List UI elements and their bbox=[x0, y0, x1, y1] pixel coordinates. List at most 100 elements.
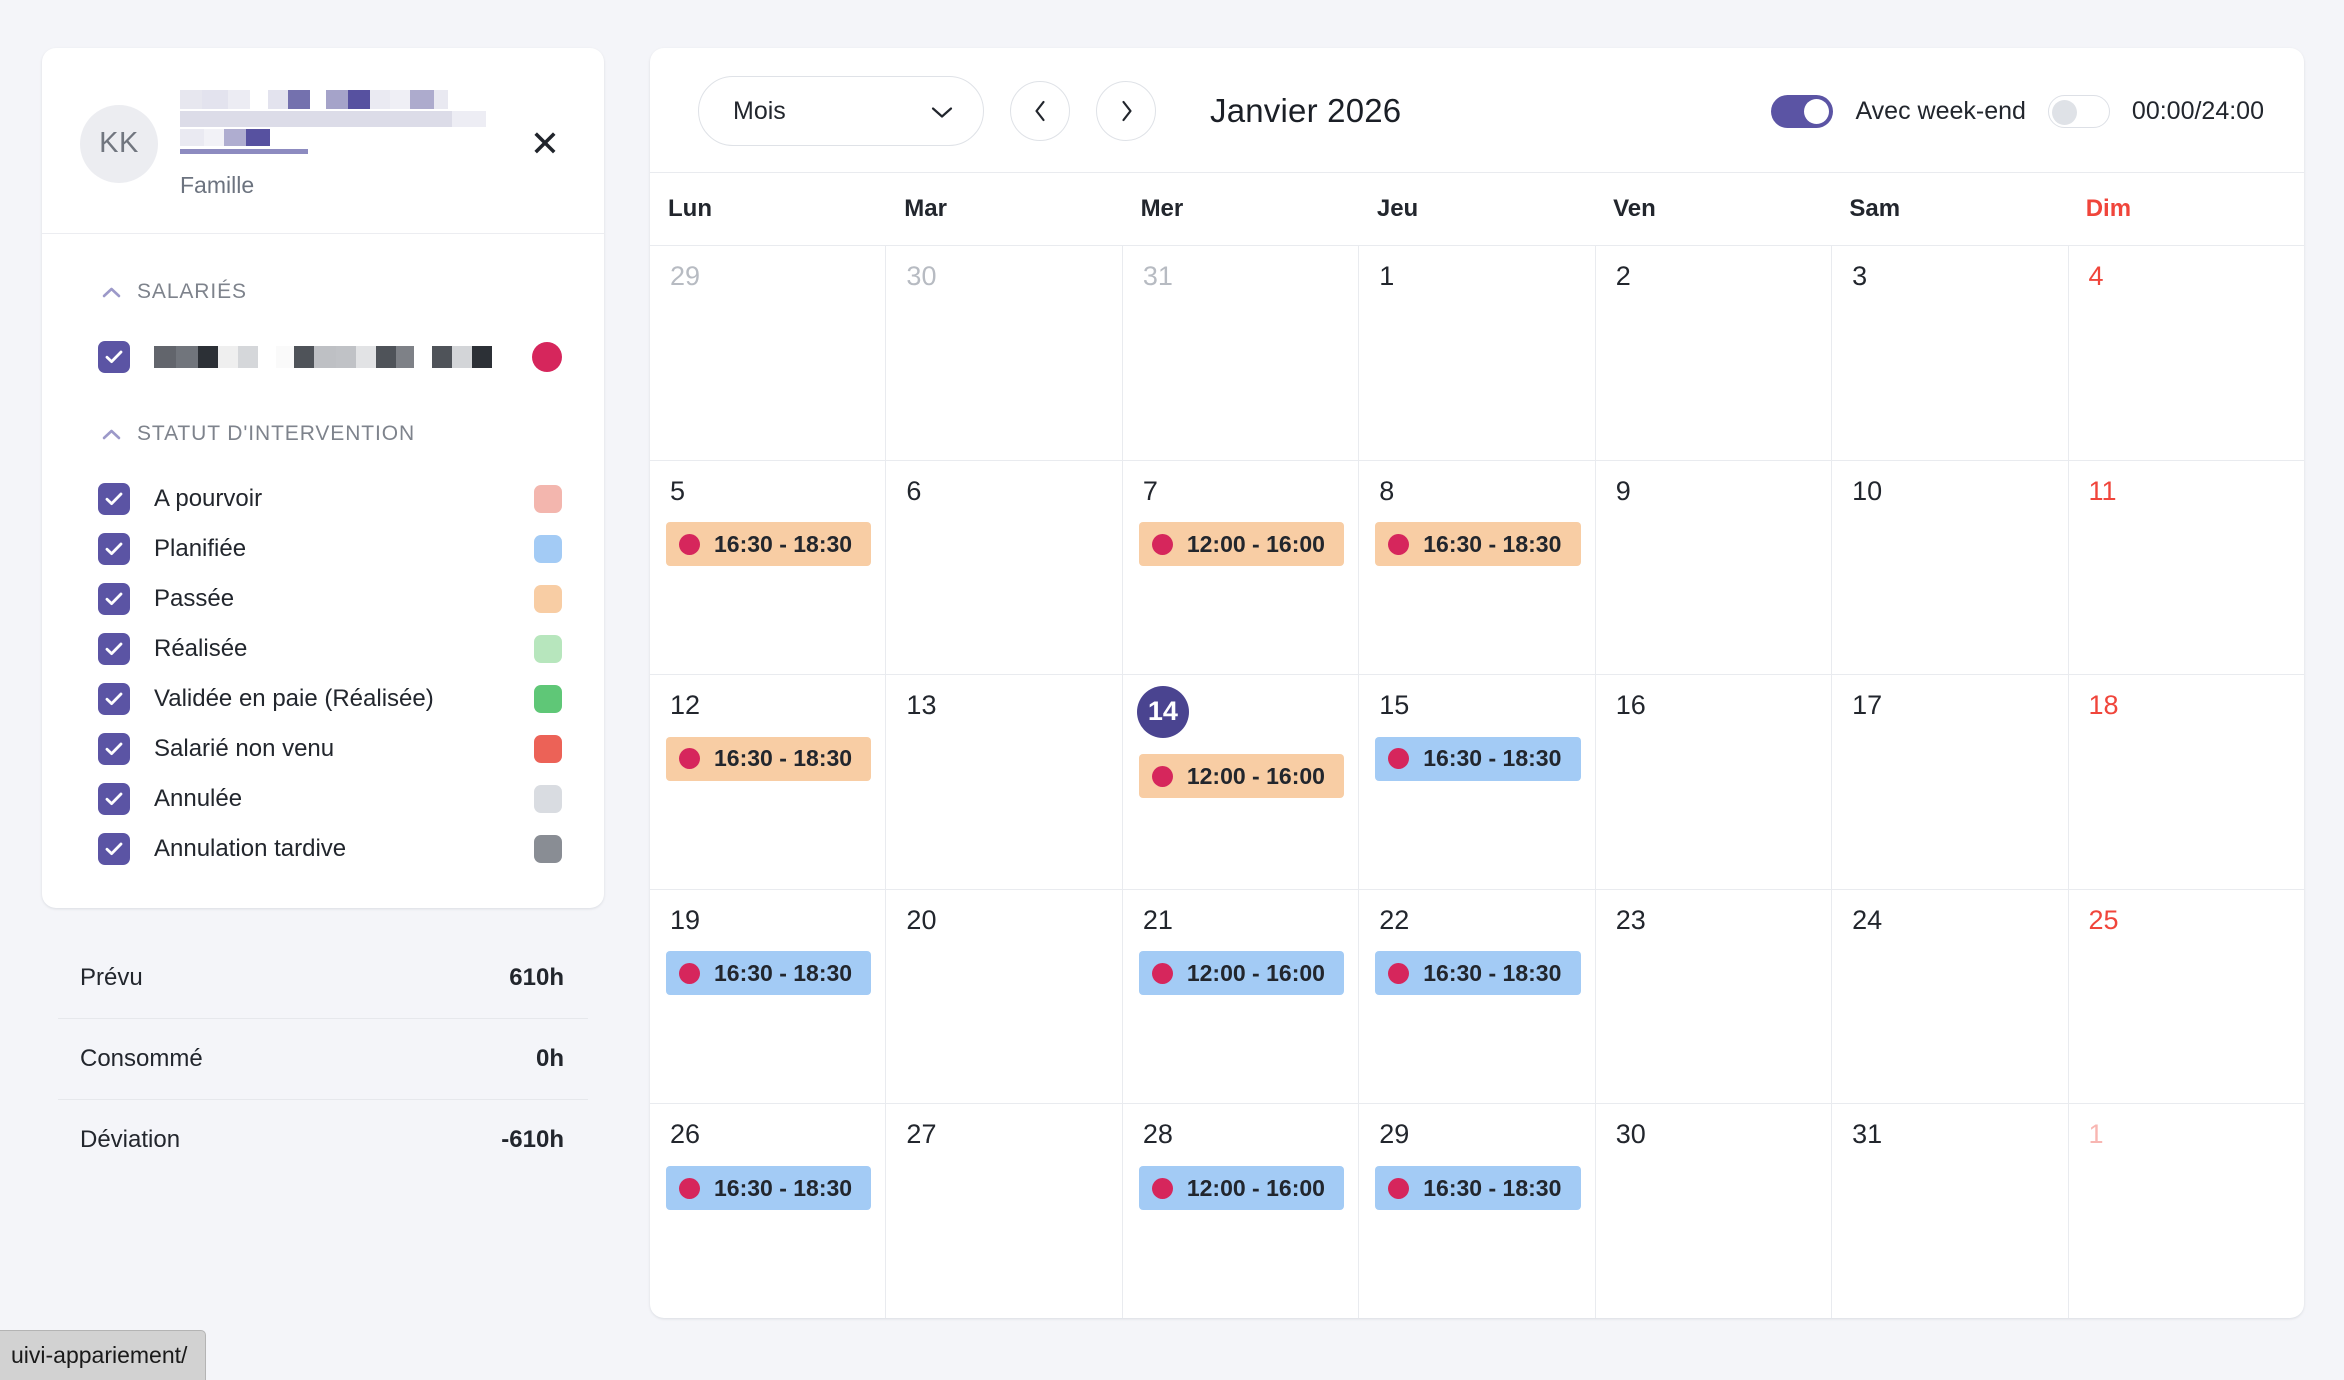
calendar-day-cell[interactable]: 16 bbox=[1596, 675, 1833, 889]
event-color-dot bbox=[1388, 748, 1410, 770]
status-filter-row[interactable]: Annulée bbox=[76, 774, 570, 824]
calendar-day-cell[interactable]: 21 12:00 - 16:00 bbox=[1123, 889, 1360, 1104]
event-time: 16:30 - 18:30 bbox=[714, 530, 853, 557]
checkbox-checked-icon[interactable] bbox=[98, 783, 130, 815]
checkbox-checked-icon[interactable] bbox=[98, 683, 130, 715]
calendar-event[interactable]: 16:30 - 18:30 bbox=[666, 522, 872, 567]
calendar-day-cell[interactable]: 13 bbox=[886, 675, 1123, 889]
prev-month-button[interactable] bbox=[1010, 81, 1070, 141]
toggle-fullday[interactable] bbox=[2047, 94, 2110, 128]
calendar-day-cell[interactable]: 29 16:30 - 18:30 bbox=[1359, 1104, 1596, 1318]
day-number: 29 bbox=[1379, 1119, 1410, 1150]
day-header-mer: Mer bbox=[1140, 195, 1184, 222]
calendar-event[interactable]: 12:00 - 16:00 bbox=[1138, 754, 1345, 799]
calendar-week-row: 12 16:30 - 18:30 13 14 12:00 - 16:00 15 16:30 … bbox=[650, 675, 2304, 890]
total-row: Déviation -610h bbox=[58, 1099, 588, 1180]
calendar-day-cell[interactable]: 19 16:30 - 18:30 bbox=[650, 889, 887, 1104]
day-header-mar: Mar bbox=[904, 195, 947, 222]
calendar-event[interactable]: 16:30 - 18:30 bbox=[666, 736, 872, 781]
total-label: Prévu bbox=[80, 964, 143, 991]
calendar-day-cell[interactable]: 5 16:30 - 18:30 bbox=[650, 460, 887, 675]
status-filter-row[interactable]: Annulation tardive bbox=[76, 824, 570, 874]
calendar-day-cell[interactable]: 3 bbox=[1832, 246, 2069, 460]
next-month-button[interactable] bbox=[1096, 81, 1156, 141]
status-filter-row[interactable]: Validée en paie (Réalisée) bbox=[76, 674, 570, 724]
event-time: 16:30 - 18:30 bbox=[1423, 1174, 1562, 1201]
employee-filter-row[interactable] bbox=[76, 332, 570, 382]
calendar-day-cell[interactable]: 24 bbox=[1832, 889, 2069, 1104]
event-time: 16:30 - 18:30 bbox=[714, 1174, 853, 1201]
calendar-day-cell[interactable]: 23 bbox=[1596, 889, 1833, 1104]
day-number: 28 bbox=[1142, 1119, 1173, 1150]
status-filter-row[interactable]: Salarié non venu bbox=[76, 724, 570, 774]
calendar-day-cell[interactable]: 2 bbox=[1596, 246, 1833, 460]
calendar-day-cell[interactable]: 10 bbox=[1832, 460, 2069, 675]
calendar-week-row: 19 16:30 - 18:30 20 21 12:00 - 16:00 22 16:30 … bbox=[650, 889, 2304, 1105]
calendar-day-cell[interactable]: 18 bbox=[2069, 675, 2304, 889]
calendar-day-cell[interactable]: 31 bbox=[1832, 1104, 2069, 1318]
checkbox-checked-icon[interactable] bbox=[98, 341, 130, 373]
day-number: 8 bbox=[1379, 475, 1395, 506]
calendar-day-cell[interactable]: 8 16:30 - 18:30 bbox=[1359, 460, 1596, 675]
event-color-dot bbox=[1388, 1177, 1410, 1199]
section-header-salaries[interactable]: SALARIÉS bbox=[76, 274, 570, 310]
day-number: 23 bbox=[1615, 904, 1646, 935]
calendar-day-cell[interactable]: 22 16:30 - 18:30 bbox=[1359, 889, 1596, 1104]
calendar-week-row: 29 30 31 1 2 3 4 bbox=[650, 246, 2304, 461]
calendar-day-cell[interactable]: 20 bbox=[886, 889, 1123, 1104]
calendar-day-cell[interactable]: 17 bbox=[1832, 675, 2069, 889]
day-number: 19 bbox=[670, 904, 701, 935]
day-number: 30 bbox=[1615, 1119, 1646, 1150]
checkbox-checked-icon[interactable] bbox=[98, 483, 130, 515]
calendar-day-cell[interactable]: 7 12:00 - 16:00 bbox=[1123, 460, 1360, 675]
calendar-day-cell[interactable]: 30 bbox=[1596, 1104, 1833, 1318]
calendar-event[interactable]: 12:00 - 16:00 bbox=[1138, 1166, 1345, 1211]
day-number: 24 bbox=[1852, 904, 1883, 935]
toggle-weekend[interactable] bbox=[1771, 94, 1834, 128]
calendar-event[interactable]: 16:30 - 18:30 bbox=[1375, 522, 1581, 567]
status-filter-row[interactable]: Passée bbox=[76, 574, 570, 624]
calendar-day-cell[interactable]: 11 bbox=[2069, 461, 2304, 675]
total-value: -610h bbox=[501, 1126, 564, 1153]
calendar-day-cell[interactable]: 31 bbox=[1123, 246, 1360, 460]
day-number: 6 bbox=[906, 475, 922, 506]
calendar-day-cell[interactable]: 1 bbox=[1359, 246, 1596, 460]
calendar-event[interactable]: 12:00 - 16:00 bbox=[1138, 522, 1345, 567]
toggle-weekend-label: Avec week-end bbox=[1855, 96, 2026, 125]
checkbox-checked-icon[interactable] bbox=[98, 583, 130, 615]
calendar-event[interactable]: 16:30 - 18:30 bbox=[666, 951, 872, 996]
checkbox-checked-icon[interactable] bbox=[98, 833, 130, 865]
status-filter-row[interactable]: Planifiée bbox=[76, 524, 570, 574]
calendar-event[interactable]: 16:30 - 18:30 bbox=[1375, 951, 1581, 996]
calendar-day-cell[interactable]: 9 bbox=[1596, 460, 1833, 675]
sidebar: KK bbox=[42, 48, 604, 1380]
calendar-day-cell[interactable]: 6 bbox=[886, 460, 1123, 675]
calendar-day-cell[interactable]: 4 bbox=[2069, 246, 2304, 460]
checkbox-checked-icon[interactable] bbox=[98, 533, 130, 565]
calendar-day-cell[interactable]: 14 12:00 - 16:00 bbox=[1123, 675, 1360, 889]
calendar-day-cell[interactable]: 15 16:30 - 18:30 bbox=[1359, 675, 1596, 889]
checkbox-checked-icon[interactable] bbox=[98, 733, 130, 765]
calendar-day-cell[interactable]: 27 bbox=[886, 1104, 1123, 1318]
redacted-name[interactable] bbox=[180, 90, 486, 154]
close-icon[interactable]: ✕ bbox=[529, 122, 560, 164]
calendar-event[interactable]: 16:30 - 18:30 bbox=[666, 1166, 872, 1211]
calendar-day-cell[interactable]: 26 16:30 - 18:30 bbox=[650, 1104, 887, 1318]
calendar-day-cell[interactable]: 25 bbox=[2069, 890, 2304, 1104]
calendar-event[interactable]: 12:00 - 16:00 bbox=[1138, 951, 1345, 996]
calendar-day-cell[interactable]: 30 bbox=[886, 246, 1123, 460]
section-header-statut[interactable]: STATUT D'INTERVENTION bbox=[76, 416, 570, 452]
calendar-day-cell[interactable]: 29 bbox=[650, 246, 887, 460]
checkbox-checked-icon[interactable] bbox=[98, 633, 130, 665]
profile-header: KK bbox=[42, 48, 604, 233]
calendar-day-cell[interactable]: 1 bbox=[2069, 1104, 2304, 1318]
day-number: 1 bbox=[1379, 261, 1395, 291]
calendar-event[interactable]: 16:30 - 18:30 bbox=[1375, 1166, 1581, 1211]
calendar-day-cell[interactable]: 12 16:30 - 18:30 bbox=[650, 675, 887, 889]
status-filter-row[interactable]: A pourvoir bbox=[76, 474, 570, 524]
event-color-dot bbox=[679, 1177, 700, 1199]
calendar-day-cell[interactable]: 28 12:00 - 16:00 bbox=[1123, 1104, 1360, 1318]
view-select[interactable]: Mois bbox=[698, 76, 984, 146]
status-filter-row[interactable]: Réalisée bbox=[76, 624, 570, 674]
calendar-event[interactable]: 16:30 - 18:30 bbox=[1375, 736, 1581, 781]
